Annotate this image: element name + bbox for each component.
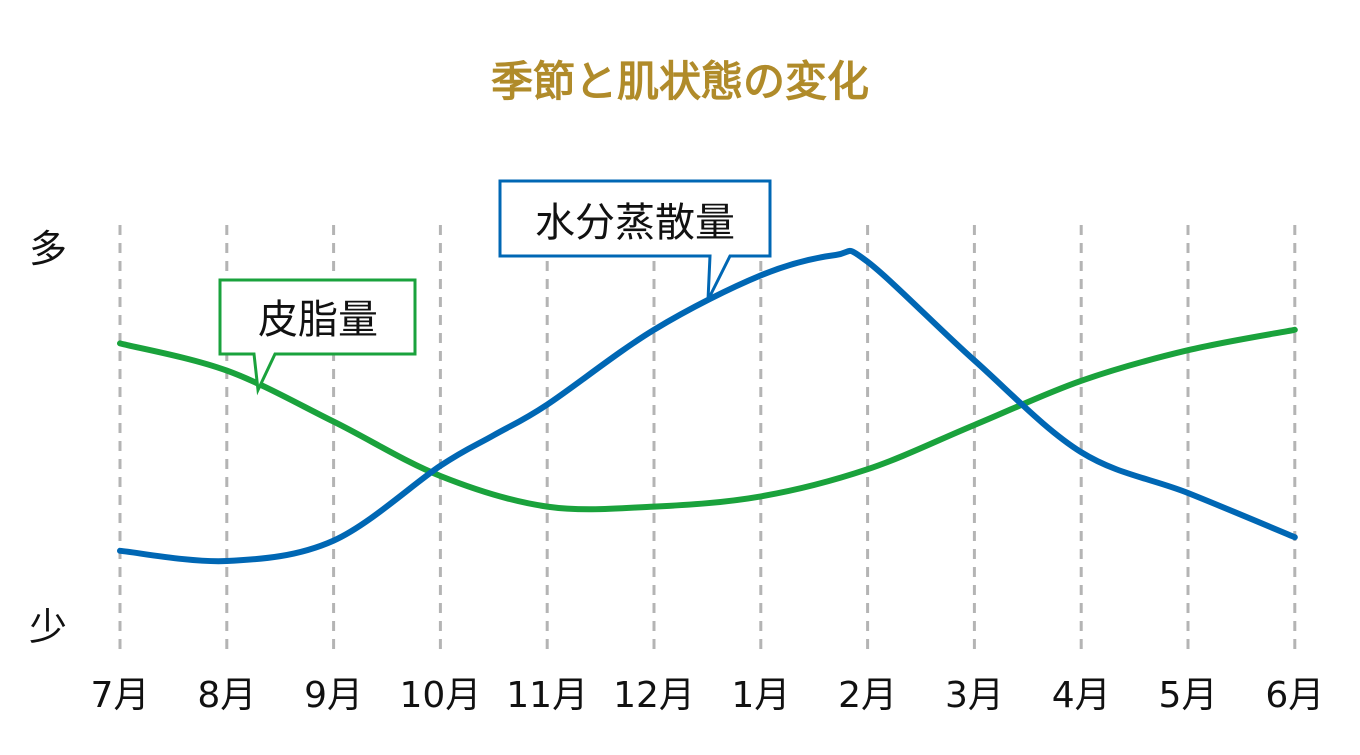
sebum-callout: 皮脂量 (218, 278, 417, 396)
y-top-label: 多 (29, 227, 67, 271)
x-tick-label: 11月 (506, 675, 588, 716)
y-bottom-label: 少 (29, 605, 67, 649)
sebum-callout-label: 皮脂量 (258, 297, 378, 343)
x-tick-label: 6月 (1265, 675, 1324, 716)
series-lines (117, 247, 1298, 565)
evaporation-callout: 水分蒸散量 (498, 179, 772, 301)
x-tick-label: 8月 (197, 675, 256, 716)
x-tick-label: 12月 (613, 675, 695, 716)
sebum-callout-box (218, 278, 417, 396)
evaporation-callout-box (498, 179, 772, 301)
x-tick-label: 3月 (945, 675, 1004, 716)
x-tick-label: 7月 (91, 675, 150, 716)
evaporation-callout-label: 水分蒸散量 (535, 200, 735, 246)
sebum-series-line (117, 326, 1298, 513)
evaporation-series-line (117, 247, 1298, 565)
x-axis-ticks: 7月 8月 9月 10月 11月 12月 1月 2月 3月 4月 5月 6月 (91, 675, 1325, 716)
x-tick-label: 4月 (1052, 675, 1111, 716)
chart-title: 季節と肌状態の変化 (491, 57, 869, 106)
x-tick-label: 5月 (1159, 675, 1218, 716)
x-tick-label: 9月 (304, 675, 363, 716)
x-tick-label: 2月 (838, 675, 897, 716)
x-tick-label: 1月 (731, 675, 790, 716)
x-tick-label: 10月 (399, 675, 481, 716)
